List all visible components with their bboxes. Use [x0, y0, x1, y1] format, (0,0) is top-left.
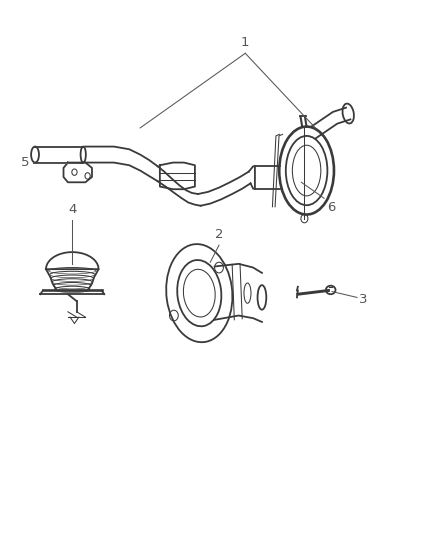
Text: 1: 1 [241, 36, 250, 49]
Text: 6: 6 [327, 201, 335, 214]
Text: 5: 5 [21, 156, 30, 169]
Text: 4: 4 [68, 204, 77, 216]
Text: 3: 3 [359, 293, 367, 306]
Text: 2: 2 [215, 229, 223, 241]
